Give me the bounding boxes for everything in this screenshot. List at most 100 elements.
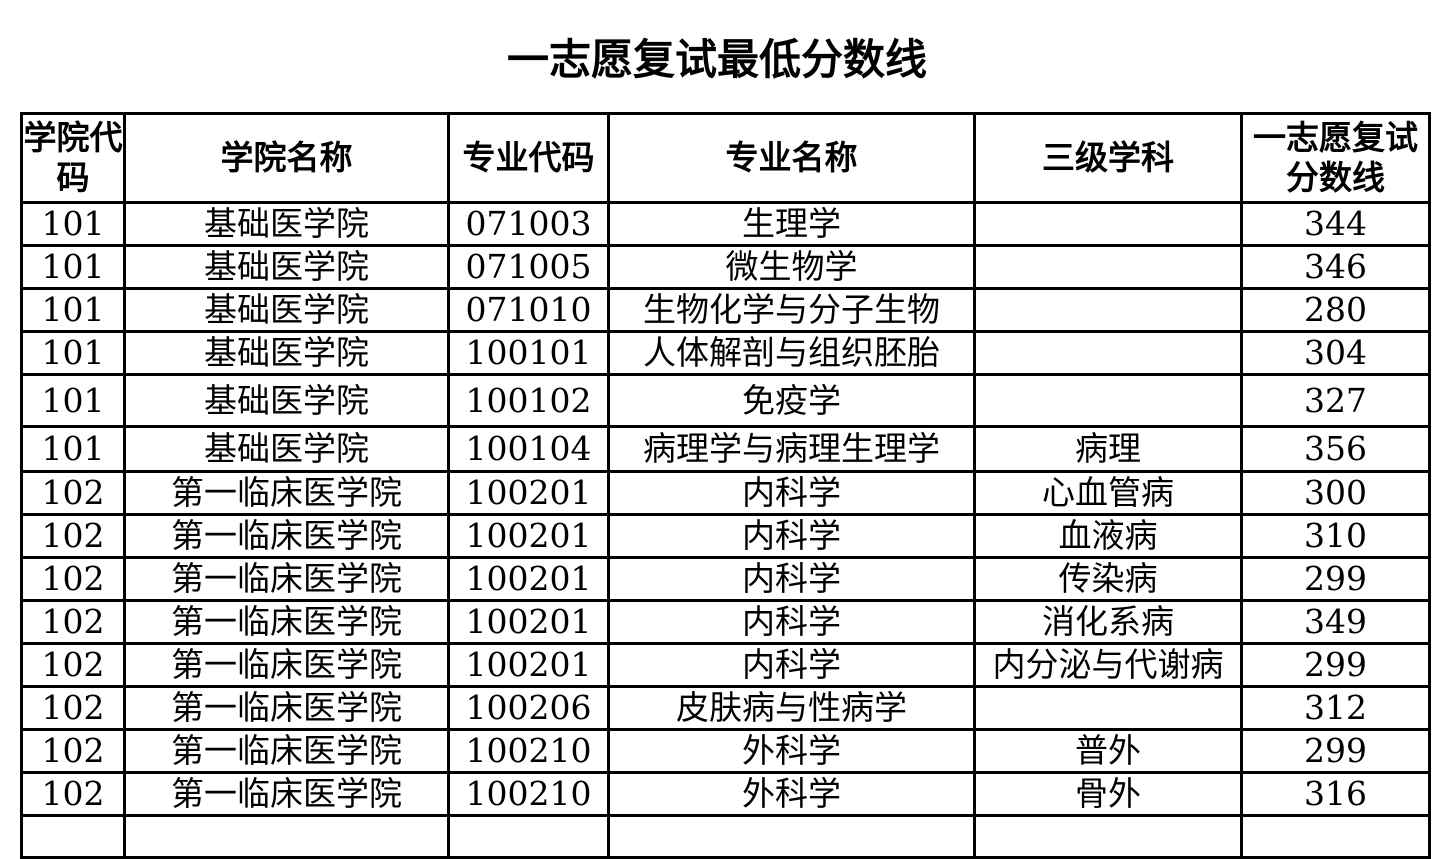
cell-major-code: 071010 [447,287,610,333]
cell-sub-discipline: 病理 [973,425,1243,473]
cell-major-name: 皮肤病与性病学 [607,685,976,731]
table-row-partial [20,814,1431,859]
cell-sub-discipline: 心血管病 [973,470,1243,516]
cell-min-score: 316 [1240,771,1431,817]
cell-major-code: 071003 [447,201,610,247]
cell-sub-discipline [973,373,1243,428]
table-row: 102 第一临床医学院 100201 内科学 传染病 299 [20,556,1431,602]
table-row: 102 第一临床医学院 100201 内科学 内分泌与代谢病 299 [20,642,1431,688]
cell-major-code: 100102 [447,373,610,428]
cell-college-code: 101 [20,330,126,376]
cell-college-code: 101 [20,201,126,247]
cell-major-name: 外科学 [607,728,976,774]
cell-major-name: 内科学 [607,599,976,645]
table-row: 101 基础医学院 100102 免疫学 327 [20,373,1431,428]
cell-major-name: 外科学 [607,771,976,817]
cell-major-code: 100210 [447,728,610,774]
cell-major-name: 人体解剖与组织胚胎 [607,330,976,376]
cell-major-code: 100206 [447,685,610,731]
cell-major-code: 071005 [447,244,610,290]
cell-major-name: 内科学 [607,513,976,559]
header-row: 学院代码 学院名称 专业代码 专业名称 三级学科 一志愿复试分数线 [20,112,1431,204]
cell-empty [1240,814,1431,859]
cell-sub-discipline [973,244,1243,290]
cell-min-score: 344 [1240,201,1431,247]
cell-college-code: 101 [20,373,126,428]
cell-empty [20,814,126,859]
cell-college-code: 102 [20,599,126,645]
cell-major-name: 微生物学 [607,244,976,290]
cell-college-code: 102 [20,728,126,774]
cell-min-score: 299 [1240,642,1431,688]
cell-college-code: 101 [20,425,126,473]
cell-college-name: 第一临床医学院 [123,470,450,516]
page-title: 一志愿复试最低分数线 [506,35,927,84]
cell-college-code: 102 [20,513,126,559]
cell-empty [123,814,450,859]
cell-college-name: 第一临床医学院 [123,685,450,731]
cell-college-name: 第一临床医学院 [123,513,450,559]
cell-college-name: 第一临床医学院 [123,599,450,645]
cell-college-code: 101 [20,287,126,333]
header-college-name: 学院名称 [123,112,450,204]
cell-sub-discipline [973,330,1243,376]
table-row: 102 第一临床医学院 100210 外科学 骨外 316 [20,771,1431,817]
cell-min-score: 327 [1240,373,1431,428]
cell-min-score: 304 [1240,330,1431,376]
table-row: 102 第一临床医学院 100201 内科学 血液病 310 [20,513,1431,559]
header-major-name: 专业名称 [607,112,976,204]
cell-major-code: 100201 [447,642,610,688]
table-row: 102 第一临床医学院 100201 内科学 消化系病 349 [20,599,1431,645]
cell-college-code: 101 [20,244,126,290]
table-row: 101 基础医学院 100101 人体解剖与组织胚胎 304 [20,330,1431,376]
table-row: 102 第一临床医学院 100206 皮肤病与性病学 312 [20,685,1431,731]
cell-major-code: 100210 [447,771,610,817]
cell-college-name: 基础医学院 [123,244,450,290]
cell-sub-discipline [973,685,1243,731]
cell-major-name: 生理学 [607,201,976,247]
cell-major-code: 100201 [447,556,610,602]
cell-college-name: 第一临床医学院 [123,728,450,774]
cell-major-name: 内科学 [607,556,976,602]
cell-min-score: 312 [1240,685,1431,731]
cell-college-name: 基础医学院 [123,330,450,376]
table-row: 101 基础医学院 071003 生理学 344 [20,201,1431,247]
cell-college-name: 基础医学院 [123,201,450,247]
cell-college-code: 102 [20,642,126,688]
cell-major-code: 100201 [447,513,610,559]
cell-sub-discipline: 消化系病 [973,599,1243,645]
header-min-score: 一志愿复试分数线 [1240,112,1431,204]
cell-sub-discipline [973,201,1243,247]
cell-min-score: 346 [1240,244,1431,290]
cell-sub-discipline: 内分泌与代谢病 [973,642,1243,688]
cell-college-name: 基础医学院 [123,373,450,428]
table-row: 101 基础医学院 071005 微生物学 346 [20,244,1431,290]
cell-college-code: 102 [20,685,126,731]
cell-min-score: 349 [1240,599,1431,645]
cell-college-name: 基础医学院 [123,287,450,333]
cell-min-score: 299 [1240,556,1431,602]
cell-major-code: 100101 [447,330,610,376]
cell-empty [447,814,610,859]
cell-major-name: 病理学与病理生理学 [607,425,976,473]
score-table: 学院代码 学院名称 专业代码 专业名称 三级学科 一志愿复试分数线 101 基础医… [20,112,1431,859]
header-major-code: 专业代码 [447,112,610,204]
cell-major-name: 生物化学与分子生物 [607,287,976,333]
cell-sub-discipline: 血液病 [973,513,1243,559]
cell-empty [607,814,976,859]
table-row: 102 第一临床医学院 100210 外科学 普外 299 [20,728,1431,774]
cell-major-name: 免疫学 [607,373,976,428]
cell-college-name: 第一临床医学院 [123,642,450,688]
cell-college-name: 第一临床医学院 [123,556,450,602]
cell-college-code: 102 [20,470,126,516]
table-row: 101 基础医学院 100104 病理学与病理生理学 病理 356 [20,425,1431,473]
cell-college-code: 102 [20,771,126,817]
cell-major-code: 100201 [447,470,610,516]
cell-sub-discipline: 普外 [973,728,1243,774]
cell-sub-discipline: 传染病 [973,556,1243,602]
cell-min-score: 280 [1240,287,1431,333]
cell-college-code: 102 [20,556,126,602]
cell-min-score: 300 [1240,470,1431,516]
cell-sub-discipline [973,287,1243,333]
cell-min-score: 310 [1240,513,1431,559]
